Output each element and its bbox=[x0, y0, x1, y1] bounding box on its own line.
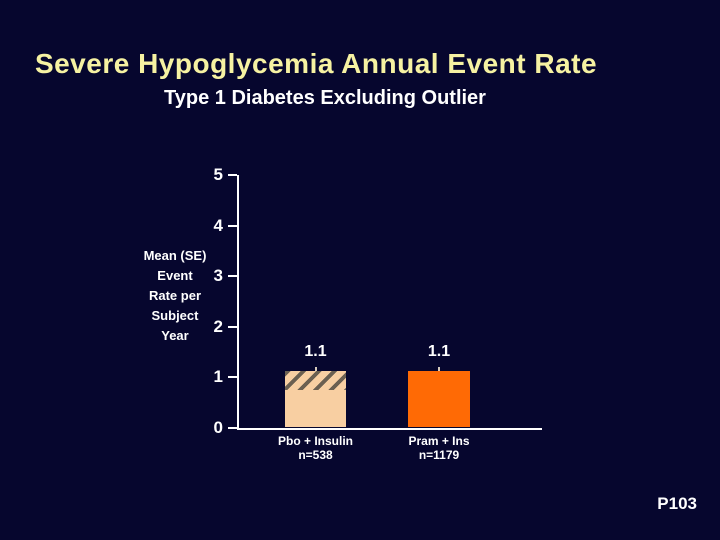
y-tick bbox=[228, 275, 237, 278]
y-tick bbox=[228, 376, 237, 379]
slide-number: P103 bbox=[657, 494, 697, 513]
category-n: n=538 bbox=[298, 448, 333, 462]
category-label: Pbo + Insulin n=538 bbox=[251, 434, 379, 462]
hatch-pattern bbox=[285, 371, 346, 391]
y-tick-label: 0 bbox=[213, 418, 223, 437]
chart-title: Severe Hypoglycemia Annual Event Rate bbox=[34, 48, 598, 79]
y-tick bbox=[228, 174, 237, 176]
bar-pram-ins bbox=[408, 371, 470, 427]
y-tick-label: 2 bbox=[213, 316, 223, 336]
plot-area: 0 1 2 3 4 5 1.1 Pbo + Insulin n=538 1.1 Pram … bbox=[214, 166, 542, 462]
x-axis-line bbox=[237, 428, 542, 430]
bar-pbo-insulin bbox=[285, 371, 346, 427]
y-tick-label: 4 bbox=[213, 215, 223, 235]
bar-value-label: 1.1 bbox=[304, 343, 327, 361]
y-tick-label: 3 bbox=[213, 266, 223, 286]
chart-subtitle: Type 1 Diabetes Excluding Outlier bbox=[164, 87, 486, 109]
category-n: n=1179 bbox=[418, 448, 460, 462]
category-name: Pbo + Insulin bbox=[277, 434, 353, 448]
y-tick-label: 1 bbox=[213, 367, 223, 387]
y-axis-label: Mean (SE) Event Rate per Subject Year bbox=[143, 248, 207, 343]
bar-value-label: 1.1 bbox=[427, 343, 451, 361]
y-tick-label: 5 bbox=[213, 165, 223, 184]
bar-group-pram-ins: 1.1 Pram + Ins n=1179 bbox=[408, 175, 470, 462]
y-tick bbox=[228, 427, 237, 429]
bar-group-pbo-insulin: 1.1 Pbo + Insulin n=538 bbox=[278, 175, 353, 462]
category-name: Pram + Ins bbox=[408, 434, 470, 448]
y-tick bbox=[228, 224, 237, 227]
y-axis-line bbox=[237, 175, 239, 430]
y-tick bbox=[228, 325, 237, 328]
category-label: Pram + Ins n=1179 bbox=[374, 434, 504, 462]
